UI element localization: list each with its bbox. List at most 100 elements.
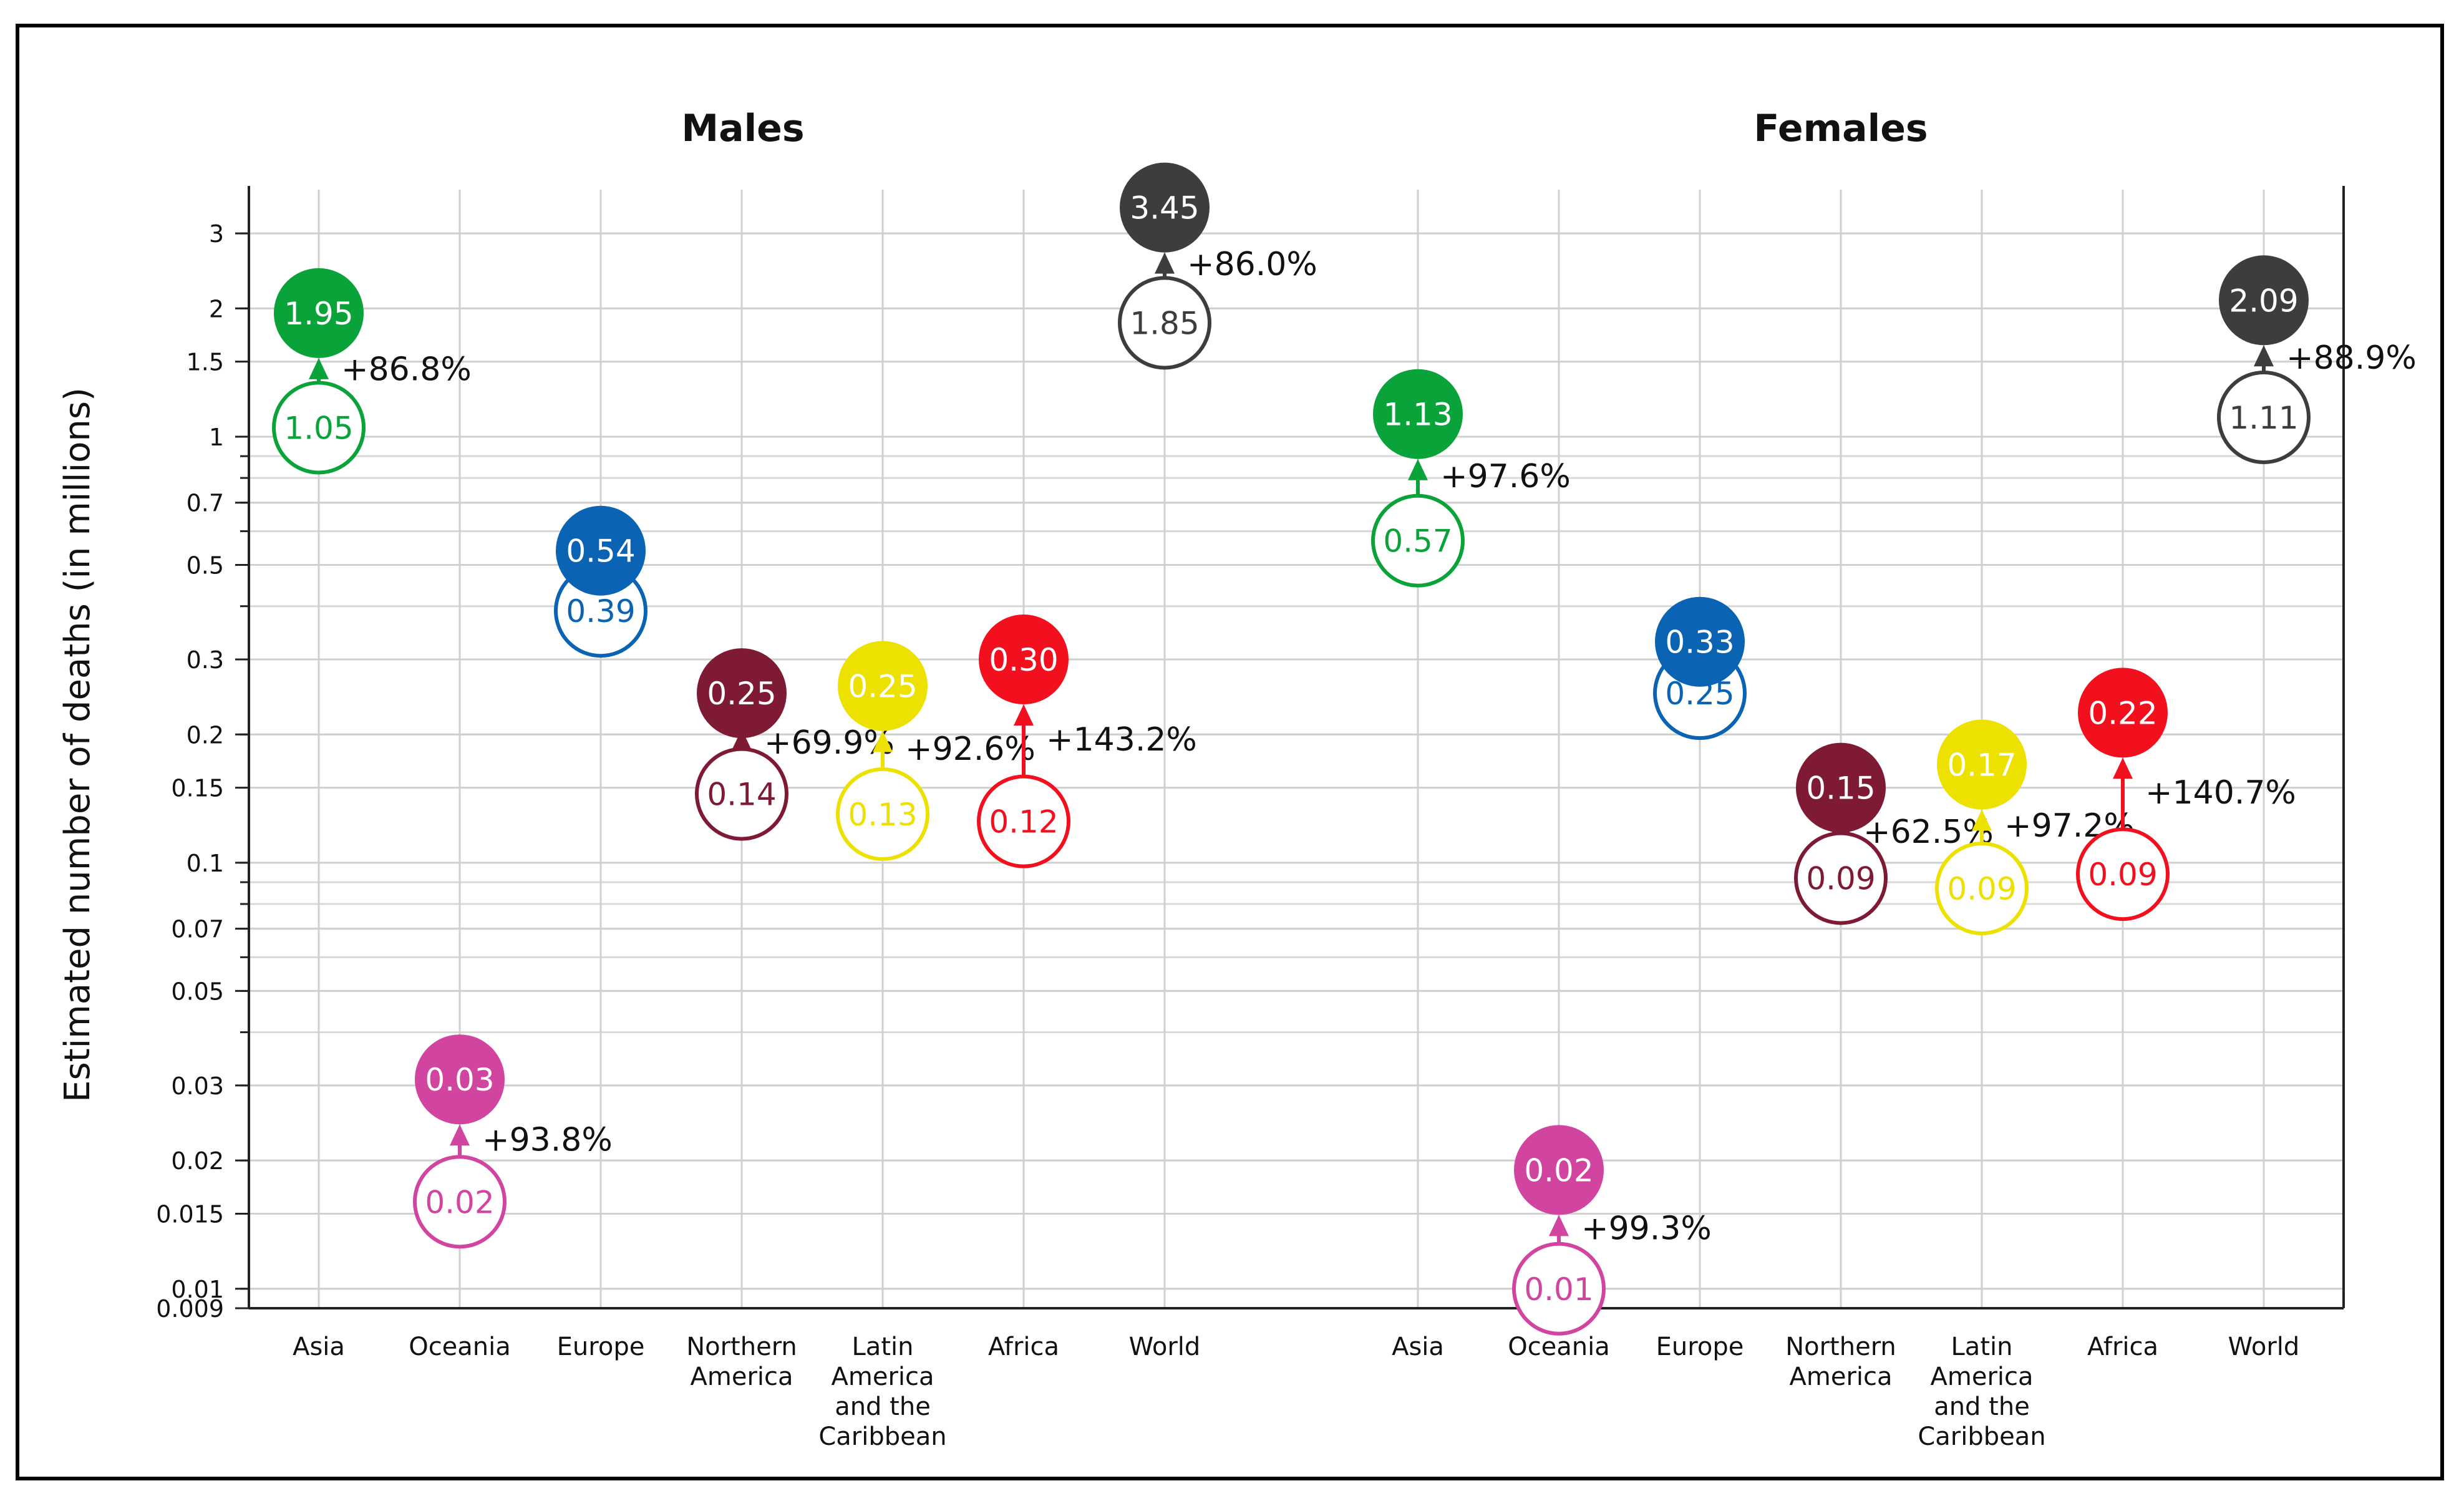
end-value-label: 0.25 (848, 668, 917, 704)
x-tick-label: America (691, 1363, 793, 1391)
chart-canvas: 3 2 1.5 1 0.7 0.5 0.3 0.2 0.15 0.1 0.07 0.05 0.03 0.0… (57, 107, 2417, 1451)
change-arrowhead (873, 731, 893, 752)
start-value-marker (1794, 831, 1888, 925)
x-tick-label: America (832, 1363, 934, 1391)
percent-change-label: +140.7% (2145, 774, 2296, 812)
start-value-label: 0.09 (2088, 857, 2157, 893)
change-arrowhead (1155, 252, 1175, 274)
change-arrowhead (1014, 704, 1034, 726)
start-value-label: 0.57 (1383, 523, 1452, 560)
change-arrowhead (1549, 1215, 1569, 1236)
end-value-marker (1373, 369, 1463, 459)
y-tick-label: 0.1 (187, 850, 224, 877)
end-value-marker (2078, 668, 2168, 758)
start-value-label: 0.09 (1947, 871, 2016, 907)
x-tick-label: Latin (852, 1333, 914, 1361)
end-value-marker (838, 641, 928, 731)
end-value-marker (697, 648, 787, 739)
x-tick-label: Northern (1785, 1333, 1896, 1361)
end-value-marker (1120, 162, 1210, 253)
percent-change-label: +92.6% (905, 731, 1036, 768)
x-tick-label: Caribbean (818, 1422, 946, 1451)
start-value-label: 0.02 (425, 1184, 494, 1220)
percent-change-label: +88.9% (2286, 339, 2417, 377)
x-tick-label: Asia (1392, 1333, 1444, 1361)
percent-change-label: +69.9% (764, 724, 895, 762)
start-value-marker (1935, 842, 2029, 936)
start-value-marker (1371, 493, 1465, 588)
end-value-label: 0.17 (1947, 747, 2016, 783)
end-value-label: 0.02 (1524, 1152, 1593, 1188)
start-value-label: 0.14 (707, 777, 776, 813)
start-value-label: 1.11 (2229, 400, 2298, 436)
change-arrowhead (2254, 345, 2274, 367)
end-value-label: 0.54 (566, 533, 635, 570)
y-tick-label: 1 (209, 424, 224, 451)
change-arrowhead (732, 729, 752, 751)
end-value-label: 2.09 (2229, 283, 2298, 319)
start-value-label: 0.39 (566, 593, 635, 629)
y-tick-label: 0.5 (187, 552, 224, 580)
end-value-label: 0.30 (989, 642, 1058, 678)
start-value-label: 0.13 (848, 797, 917, 833)
start-value-marker (272, 381, 366, 475)
start-value-label: 1.05 (284, 410, 353, 446)
start-value-label: 0.01 (1524, 1271, 1593, 1308)
chart-frame: 3 2 1.5 1 0.7 0.5 0.3 0.2 0.15 0.1 0.07 0.05 0.03 0.0… (16, 24, 2444, 1480)
x-tick-label: America (1790, 1363, 1893, 1391)
start-value-marker (1512, 1241, 1606, 1336)
x-tick-label: World (2228, 1333, 2300, 1361)
end-value-label: 1.13 (1383, 397, 1452, 433)
x-tick-label: Oceania (409, 1333, 511, 1361)
change-arrowhead (309, 357, 329, 379)
start-value-marker (413, 1155, 507, 1249)
x-tick-label: and the (835, 1392, 931, 1421)
end-value-label: 0.33 (1665, 624, 1734, 661)
x-tick-label: Europe (557, 1333, 645, 1361)
panel-titles: Males Females (681, 107, 1928, 150)
y-tick-label: 0.7 (187, 490, 224, 517)
data-marks: 1.05 1.95 +86.8% 0.02 0.03 +93.8% 0.39 0.54 0.14… (272, 162, 2417, 1336)
y-tick-label: 0.3 (187, 646, 224, 674)
end-value-label: 0.15 (1806, 770, 1875, 807)
change-arrowhead (1972, 809, 1992, 831)
start-value-marker (836, 767, 929, 862)
end-value-label: 1.95 (284, 296, 353, 332)
end-value-marker (979, 615, 1069, 705)
x-tick-label: Europe (1656, 1333, 1744, 1361)
end-value-marker (415, 1034, 505, 1125)
x-tick-label: Asia (293, 1333, 345, 1361)
y-tick-label: 0.01 (171, 1276, 224, 1303)
start-value-marker (977, 774, 1070, 868)
percent-change-label: +93.8% (482, 1121, 613, 1159)
y-tick-label: 2 (209, 295, 224, 323)
y-axis-label: Estimated number of deaths (in millions) (57, 387, 98, 1102)
end-value-label: 0.03 (425, 1062, 494, 1098)
y-tick-label: 3 (209, 220, 224, 248)
start-value-label: 1.85 (1130, 305, 1199, 341)
change-arrowhead (2113, 757, 2133, 779)
end-value-marker (2219, 255, 2309, 346)
y-tick-label: 0.05 (171, 978, 224, 1005)
end-value-marker (1937, 719, 2027, 810)
percent-change-label: +99.3% (1581, 1210, 1712, 1248)
percent-change-label: +97.6% (1440, 458, 1571, 495)
y-tick-label: 0.015 (156, 1200, 224, 1228)
start-value-marker (695, 747, 788, 841)
x-tick-label: Oceania (1508, 1333, 1610, 1361)
x-tick-label: Africa (988, 1333, 1059, 1361)
start-value-label: 0.09 (1806, 861, 1875, 897)
change-arrowhead (1408, 459, 1428, 480)
axes (248, 186, 2345, 1309)
end-value-label: 3.45 (1130, 190, 1199, 226)
panel-title: Females (1753, 107, 1928, 150)
start-value-marker (2076, 827, 2170, 921)
x-tick-label: Caribbean (1918, 1422, 2045, 1451)
x-tick-label: World (1129, 1333, 1201, 1361)
end-value-label: 0.22 (2088, 695, 2157, 731)
percent-change-label: +86.8% (341, 351, 472, 389)
end-value-marker (1514, 1125, 1604, 1215)
start-value-label: 0.12 (989, 804, 1058, 840)
y-tick-label: 0.2 (187, 721, 224, 749)
y-tick-label: 0.02 (171, 1147, 224, 1175)
